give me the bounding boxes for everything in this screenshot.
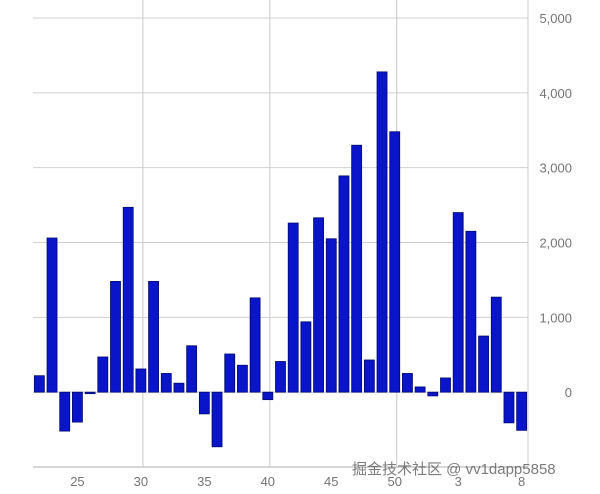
x-tick-label: 45 <box>324 474 338 489</box>
bar-50 <box>389 131 401 393</box>
bar-36 <box>211 391 223 448</box>
x-tick-label: 3 <box>455 474 462 489</box>
x-tick-label: 25 <box>70 474 84 489</box>
y-tick-label: 1,000 <box>539 310 572 325</box>
bar-39 <box>249 297 261 393</box>
bar-30 <box>135 368 147 393</box>
bar-42 <box>287 222 299 393</box>
bar-26 <box>84 391 96 395</box>
x-tick-label: 8 <box>518 474 525 489</box>
x-tick-label: 50 <box>387 474 401 489</box>
x-tick-label: 30 <box>134 474 148 489</box>
bar-7 <box>503 391 515 424</box>
x-tick-label: 40 <box>261 474 275 489</box>
y-tick-label: 5,000 <box>539 11 572 26</box>
y-tick-label: 2,000 <box>539 236 572 251</box>
bar-41 <box>275 361 286 393</box>
bar-43 <box>300 321 312 393</box>
bar-8 <box>516 391 528 431</box>
bar-49 <box>376 71 388 393</box>
bar-23 <box>46 237 58 393</box>
bar-38 <box>237 364 248 393</box>
bar-29 <box>122 206 134 393</box>
bar-3 <box>452 212 464 393</box>
bar-5 <box>478 335 489 393</box>
bar-22 <box>33 375 45 393</box>
bar-33 <box>173 382 185 393</box>
bar-6 <box>490 296 502 393</box>
y-tick-label: 3,000 <box>539 161 572 176</box>
bar-35 <box>198 391 210 415</box>
bar-31 <box>148 281 159 393</box>
bar-2 <box>440 377 451 393</box>
bar-34 <box>186 345 198 393</box>
bar-40 <box>262 391 274 401</box>
bar-25 <box>72 391 83 423</box>
bar-52 <box>414 386 426 393</box>
bar-24 <box>59 391 71 432</box>
watermark: 掘金技术社区 @ vv1dapp5858 <box>352 461 556 478</box>
y-tick-label: 4,000 <box>539 86 572 101</box>
bar-32 <box>160 373 172 393</box>
y-tick-label: 0 <box>565 385 572 400</box>
bar-37 <box>224 353 236 393</box>
bar-1 <box>427 391 439 397</box>
bar-47 <box>351 144 363 393</box>
bar-46 <box>338 175 350 393</box>
bar-28 <box>110 281 121 393</box>
bar-48 <box>363 359 375 393</box>
bar-27 <box>97 356 109 393</box>
x-tick-label: 35 <box>197 474 211 489</box>
bar-51 <box>402 373 413 393</box>
bar-44 <box>313 217 324 393</box>
bar-4 <box>465 230 477 393</box>
bar-45 <box>325 238 337 393</box>
